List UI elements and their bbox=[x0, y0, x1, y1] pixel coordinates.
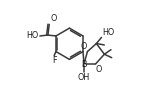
Text: OH: OH bbox=[78, 73, 90, 82]
Text: O: O bbox=[96, 65, 102, 74]
Text: O: O bbox=[80, 42, 87, 51]
Text: HO: HO bbox=[27, 31, 39, 40]
Text: HO: HO bbox=[102, 28, 115, 37]
Text: F: F bbox=[52, 56, 56, 66]
Text: B: B bbox=[81, 60, 87, 69]
Text: O: O bbox=[50, 14, 57, 23]
